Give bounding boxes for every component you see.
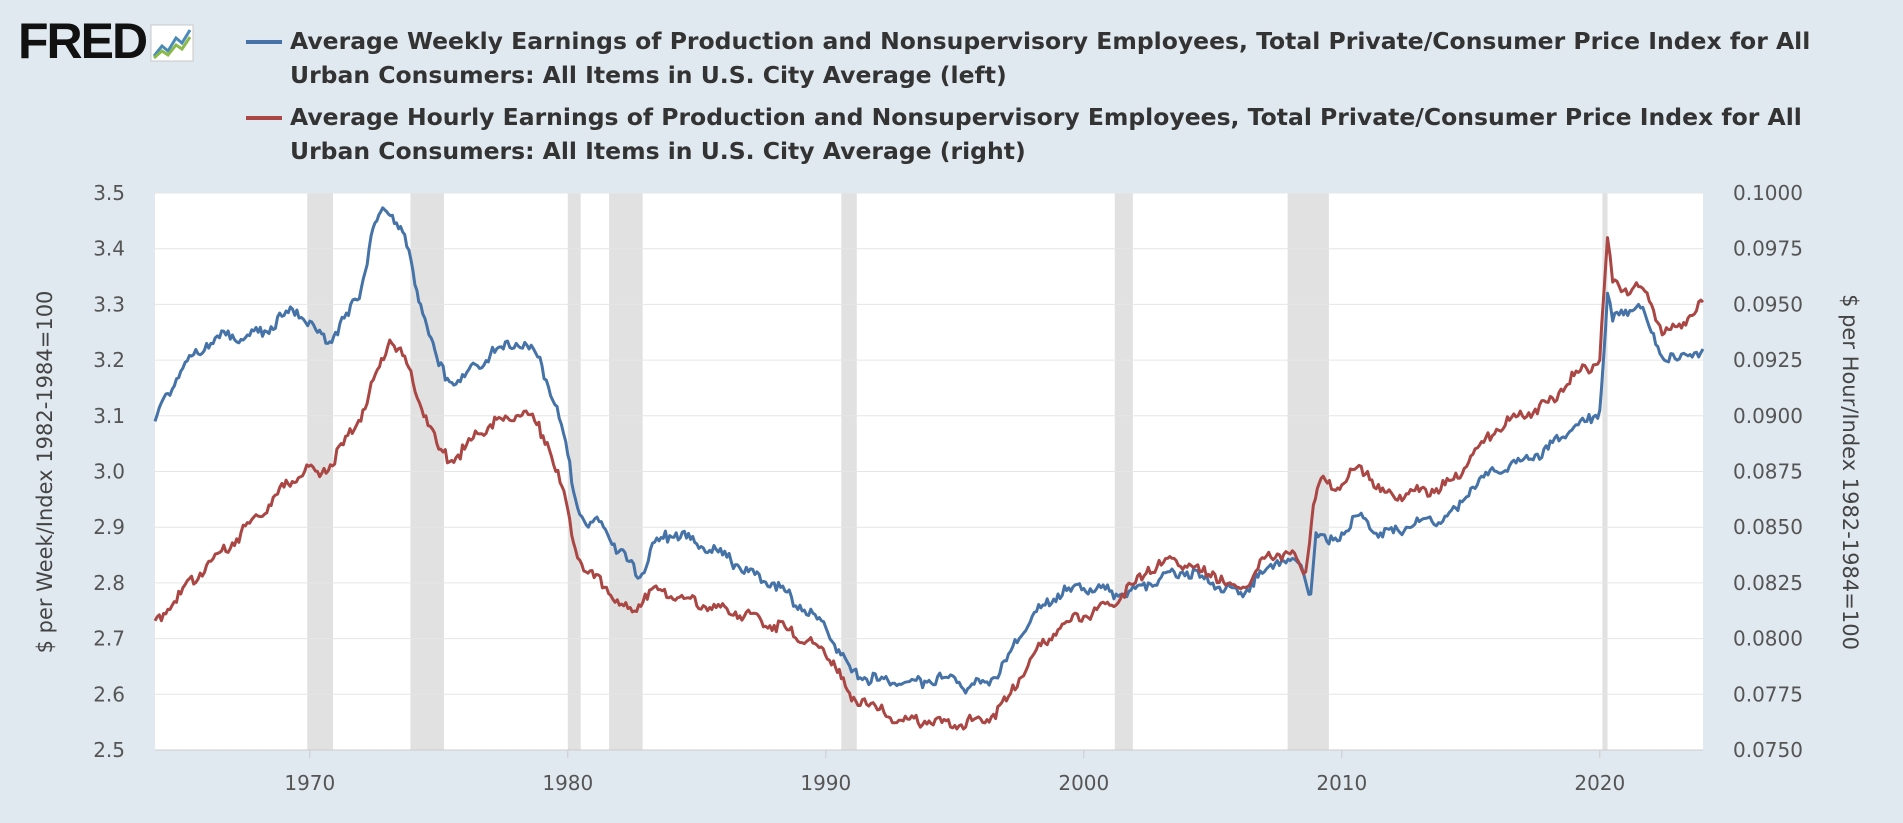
legend-item-right-series[interactable]: Average Hourly Earnings of Production an…	[246, 100, 1886, 168]
y-tick-left-8: 2.7	[93, 627, 125, 651]
fred-logo-text: FRED	[18, 13, 148, 69]
series-lines	[153, 206, 1705, 731]
y-tick-right-10: 0.0750	[1733, 738, 1803, 762]
y-tick-left-10: 2.5	[93, 738, 125, 762]
y-tick-left-1: 3.4	[93, 237, 125, 261]
grid-lines	[155, 192, 1703, 695]
fred-logo-chart-icon	[150, 24, 194, 62]
y-axis-right-title: $ per Hour/Index 1982-1984=100	[1838, 294, 1862, 650]
y-tick-right-5: 0.0875	[1733, 460, 1803, 484]
x-tick-1: 1980	[542, 771, 593, 795]
y-tick-left-0: 3.5	[93, 181, 125, 205]
y-tick-right-3: 0.0925	[1733, 348, 1803, 372]
y-tick-left-9: 2.6	[93, 682, 125, 706]
y-tick-right-9: 0.0775	[1733, 682, 1803, 706]
legend-item-left-series[interactable]: Average Weekly Earnings of Production an…	[246, 24, 1886, 92]
y-tick-right-0: 0.1000	[1733, 181, 1803, 205]
x-tick-4: 2010	[1316, 771, 1367, 795]
series-line-right	[153, 236, 1705, 731]
axis-ticks: 3.5 0.1000 3.4 0.0975 3.3 0.0950 3.2 0.0925 3.1 0…	[93, 181, 1803, 795]
y-axis-left-title: $ per Week/Index 1982-1984=100	[33, 291, 57, 654]
x-tick-5: 2020	[1574, 771, 1625, 795]
y-tick-right-7: 0.0825	[1733, 571, 1803, 595]
legend-label-right: Average Hourly Earnings of Production an…	[290, 103, 1802, 165]
y-tick-right-2: 0.0950	[1733, 292, 1803, 316]
y-tick-left-7: 2.8	[93, 571, 125, 595]
y-tick-left-6: 2.9	[93, 515, 125, 539]
legend-label-left: Average Weekly Earnings of Production an…	[290, 27, 1811, 89]
y-tick-right-1: 0.0975	[1733, 237, 1803, 261]
x-tick-3: 2000	[1058, 771, 1109, 795]
series-line-left	[153, 206, 1705, 695]
y-tick-left-5: 3.0	[93, 460, 125, 484]
y-tick-left-2: 3.3	[93, 292, 125, 316]
y-tick-right-8: 0.0800	[1733, 627, 1803, 651]
legend-swatch-right	[246, 116, 282, 120]
y-tick-right-4: 0.0900	[1733, 404, 1803, 428]
x-tick-0: 1970	[284, 771, 335, 795]
legend-swatch-left	[246, 40, 282, 44]
chart-legend: Average Weekly Earnings of Production an…	[246, 24, 1886, 176]
x-tick-2: 1990	[800, 771, 851, 795]
y-tick-left-4: 3.1	[93, 404, 125, 428]
y-tick-right-6: 0.0850	[1733, 515, 1803, 539]
fred-logo[interactable]: FRED	[18, 16, 194, 66]
y-tick-left-3: 3.2	[93, 348, 125, 372]
